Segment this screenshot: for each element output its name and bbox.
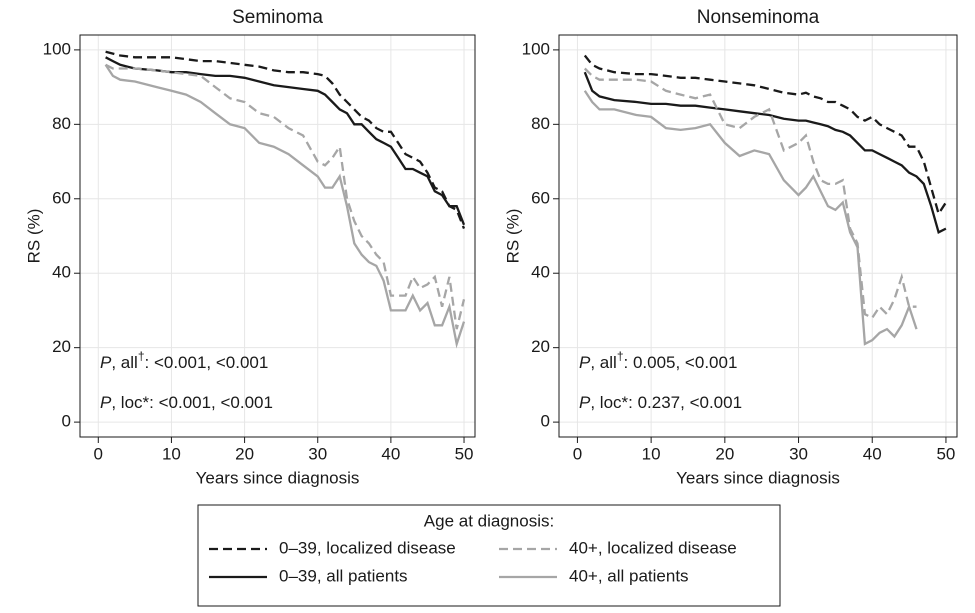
x-tick-label: 50: [936, 444, 955, 463]
series-line: [105, 56, 466, 226]
legend-label: 40+, all patients: [569, 566, 689, 585]
annotation-part: , loc*: 0.237, <0.001: [590, 393, 742, 412]
x-tick-label: 0: [573, 444, 582, 463]
series-line: [583, 54, 947, 217]
series-line: [583, 90, 918, 346]
y-axis-label: RS (%): [503, 209, 522, 264]
series-line: [583, 67, 917, 320]
y-axis-label: RS (%): [24, 209, 43, 264]
x-tick-label: 30: [789, 444, 808, 463]
y-tick-label: 20: [531, 337, 550, 356]
y-tick-label: 80: [531, 114, 550, 133]
chart-title: Nonseminoma: [697, 7, 820, 28]
x-tick-label: 40: [381, 444, 400, 463]
x-tick-label: 20: [235, 444, 254, 463]
x-tick-label: 20: [715, 444, 734, 463]
annotation: P, all†: <0.001, <0.001: [100, 349, 268, 372]
series-line: [105, 63, 466, 330]
x-axis-label: Years since diagnosis: [676, 468, 840, 487]
legend-label: 0–39, localized disease: [279, 538, 456, 557]
y-tick-label: 40: [531, 263, 550, 282]
series-line: [583, 71, 947, 234]
x-tick-label: 50: [455, 444, 474, 463]
legend-label: 0–39, all patients: [279, 566, 408, 585]
annotation-part: †: [138, 349, 145, 363]
annotation: P, loc*: 0.237, <0.001: [579, 393, 742, 412]
annotation-part: , loc*: <0.001, <0.001: [111, 393, 273, 412]
y-tick-label: 100: [43, 39, 71, 58]
annotation: P, all†: 0.005, <0.001: [579, 349, 737, 372]
series-line: [105, 50, 466, 230]
annotation-part: : <0.001, <0.001: [145, 353, 269, 372]
annotation-part: †: [617, 349, 624, 363]
annotation-part: P: [579, 393, 591, 412]
x-tick-label: 40: [863, 444, 882, 463]
y-tick-label: 100: [522, 39, 550, 58]
y-tick-label: 60: [531, 188, 550, 207]
chart-title: Seminoma: [232, 7, 323, 28]
y-tick-label: 40: [52, 263, 71, 282]
y-tick-label: 80: [52, 114, 71, 133]
x-tick-label: 10: [642, 444, 661, 463]
annotation-part: P: [579, 353, 591, 372]
legend-label: 40+, localized disease: [569, 538, 737, 557]
plot-frame: [558, 34, 958, 438]
x-axis-label: Years since diagnosis: [196, 468, 360, 487]
annotation: P, loc*: <0.001, <0.001: [100, 393, 273, 412]
y-tick-label: 0: [62, 412, 71, 431]
y-tick-label: 60: [52, 188, 71, 207]
x-tick-label: 30: [308, 444, 327, 463]
annotation-part: : 0.005, <0.001: [624, 353, 738, 372]
plot-frame: [79, 34, 476, 438]
legend-title: Age at diagnosis:: [424, 511, 554, 530]
x-tick-label: 0: [94, 444, 103, 463]
annotation-part: P: [100, 393, 112, 412]
x-tick-label: 10: [162, 444, 181, 463]
y-tick-label: 0: [541, 412, 550, 431]
annotation-part: , all: [590, 353, 616, 372]
legend-box: [197, 504, 781, 607]
annotation-part: P: [100, 353, 112, 372]
y-tick-label: 20: [52, 337, 71, 356]
series-line: [104, 64, 466, 349]
annotation-part: , all: [111, 353, 137, 372]
